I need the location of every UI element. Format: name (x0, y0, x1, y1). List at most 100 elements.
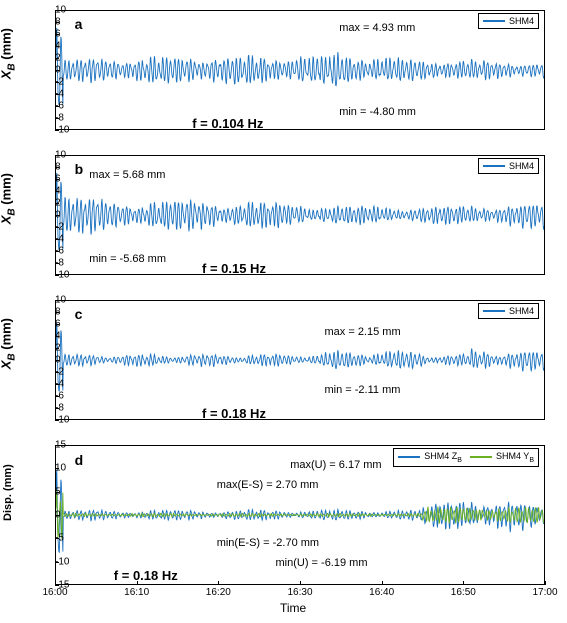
legend-item: SHM4 (483, 16, 534, 26)
ytick-mark (55, 118, 59, 119)
ytick-mark (55, 360, 59, 361)
annotation: f = 0.15 Hz (202, 261, 266, 276)
ytick-mark (55, 22, 59, 23)
ytick-mark (55, 468, 59, 469)
series-line (56, 173, 544, 250)
ytick-mark (55, 94, 59, 95)
ytick-mark (55, 203, 59, 204)
xtick-label: 17:00 (532, 587, 557, 598)
annotation: min = -5.68 mm (89, 253, 166, 265)
ytick-mark (55, 275, 59, 276)
ytick-mark (55, 312, 59, 313)
legend-swatch (470, 456, 492, 458)
annotation: max = 4.93 mm (339, 22, 415, 34)
legend-swatch (398, 456, 420, 458)
annotation: min(E-S) = -2.70 mm (217, 537, 319, 549)
y-axis-label-c: XB (mm) (0, 353, 17, 369)
ytick-mark (55, 515, 59, 516)
legend-swatch (483, 165, 505, 167)
annotation: max = 2.15 mm (325, 326, 401, 338)
series-svg-c (56, 301, 544, 419)
ytick-mark (55, 191, 59, 192)
figure-container: XB (mm)-10-8-6-4-20246810SHM4amax = 4.93… (0, 0, 567, 623)
legend-label: SHM4 YB (496, 451, 534, 464)
ytick-mark (55, 562, 59, 563)
ytick-mark (55, 445, 59, 446)
xtick-label: 16:10 (124, 587, 149, 598)
ytick-mark (55, 492, 59, 493)
ytick-mark (55, 372, 59, 373)
ytick-mark (55, 227, 59, 228)
ytick-mark (55, 46, 59, 47)
y-axis-label-d: Disp. (mm) (2, 505, 14, 521)
ytick-mark (55, 239, 59, 240)
xtick-mark (137, 581, 138, 585)
ytick-mark (55, 585, 59, 586)
ytick-mark (55, 34, 59, 35)
panel-label-c: c (75, 306, 83, 322)
ytick-mark (55, 384, 59, 385)
xtick-mark (463, 581, 464, 585)
legend-label: SHM4 (509, 306, 534, 316)
legend-swatch (483, 310, 505, 312)
ytick-mark (55, 82, 59, 83)
ytick-mark (55, 215, 59, 216)
ytick-mark (55, 70, 59, 71)
ytick-mark (55, 324, 59, 325)
xtick-label: 16:50 (451, 587, 476, 598)
panel-label-b: b (75, 161, 84, 177)
legend-item: SHM4 (483, 161, 534, 171)
legend-a: SHM4 (478, 13, 539, 29)
xtick-mark (545, 581, 546, 585)
subplot-b: XB (mm)-10-8-6-4-20246810SHM4bmax = 5.68… (0, 155, 567, 275)
plot-area-c (55, 300, 545, 420)
ytick-mark (55, 538, 59, 539)
ytick-mark (55, 300, 59, 301)
annotation: max = 5.68 mm (89, 169, 165, 181)
ytick-mark (55, 251, 59, 252)
subplot-a: XB (mm)-10-8-6-4-20246810SHM4amax = 4.93… (0, 10, 567, 130)
legend-item: SHM4 YB (470, 451, 534, 464)
legend-item: SHM4 (483, 306, 534, 316)
series-line (56, 323, 544, 392)
xtick-label: 16:00 (42, 587, 67, 598)
annotation: f = 0.18 Hz (114, 568, 178, 583)
ytick-mark (55, 179, 59, 180)
subplot-d: Disp. (mm)-15-10-5051015SHM4 ZBSHM4 YBdm… (0, 445, 567, 585)
ytick-mark (55, 263, 59, 264)
legend-swatch (483, 20, 505, 22)
ytick-mark (55, 396, 59, 397)
ytick-mark (55, 167, 59, 168)
xtick-mark (382, 581, 383, 585)
legend-item: SHM4 ZB (398, 451, 462, 464)
annotation: max(U) = 6.17 mm (290, 459, 381, 471)
panel-label-d: d (75, 452, 84, 468)
series-line (56, 28, 544, 105)
xtick-label: 16:20 (206, 587, 231, 598)
x-axis-label: Time (280, 601, 306, 615)
annotation: min(U) = -6.19 mm (276, 557, 368, 569)
xtick-mark (300, 581, 301, 585)
xtick-label: 16:40 (369, 587, 394, 598)
ytick-mark (55, 155, 59, 156)
ytick-mark (55, 336, 59, 337)
legend-b: SHM4 (478, 158, 539, 174)
annotation: max(E-S) = 2.70 mm (217, 479, 319, 491)
ytick-mark (55, 420, 59, 421)
panel-label-a: a (75, 16, 83, 32)
ytick-mark (55, 58, 59, 59)
legend-c: SHM4 (478, 303, 539, 319)
xtick-label: 16:30 (287, 587, 312, 598)
annotation: f = 0.18 Hz (202, 406, 266, 421)
ytick-mark (55, 348, 59, 349)
series-line (56, 490, 544, 539)
legend-label: SHM4 (509, 161, 534, 171)
annotation: min = -2.11 mm (325, 384, 401, 396)
y-axis-label-b: XB (mm) (0, 208, 17, 224)
xtick-mark (55, 581, 56, 585)
annotation: f = 0.104 Hz (192, 116, 263, 131)
ytick-mark (55, 10, 59, 11)
subplot-c: XB (mm)-10-8-6-4-20246810SHM4cmax = 2.15… (0, 300, 567, 420)
series-svg-a (56, 11, 544, 129)
ytick-mark (55, 106, 59, 107)
